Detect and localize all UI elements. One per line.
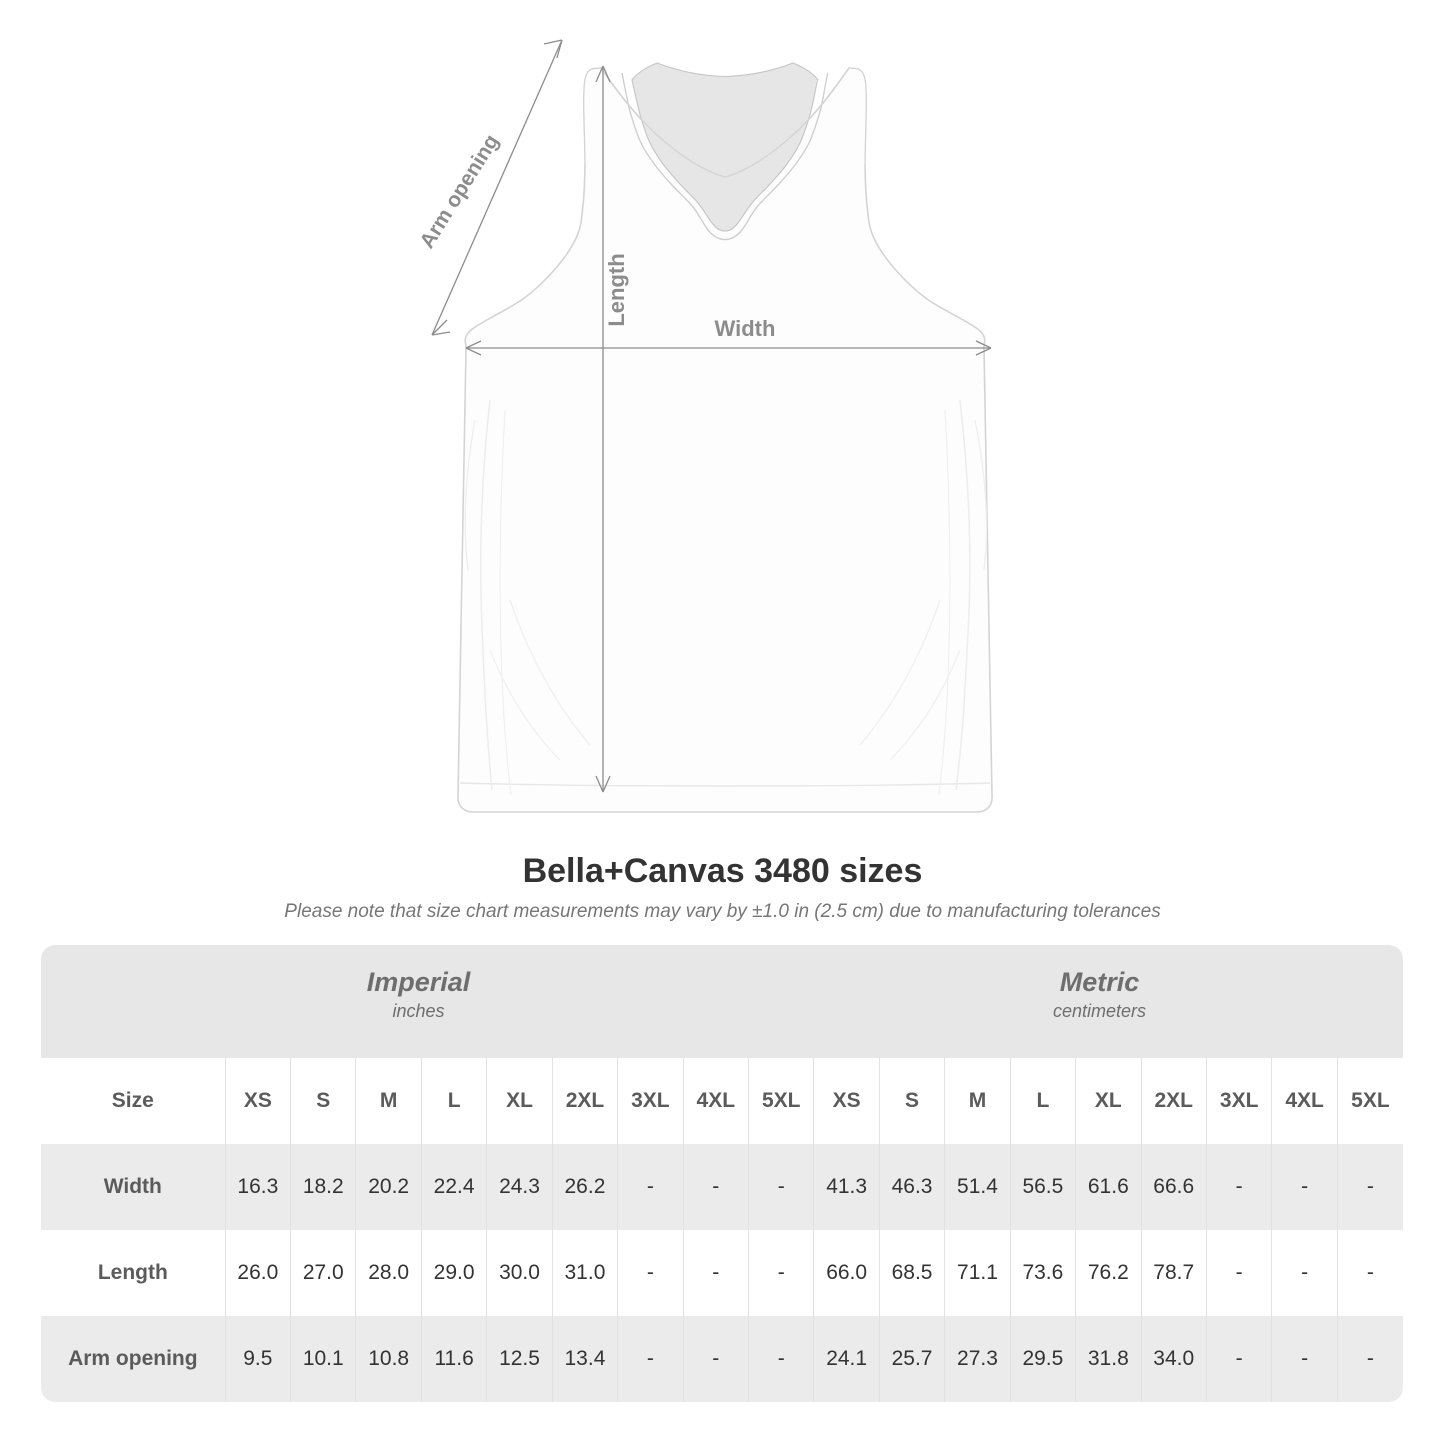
- svg-text:Length: Length: [604, 253, 629, 326]
- svg-text:Arm opening: Arm opening: [415, 131, 503, 253]
- svg-text:Width: Width: [715, 316, 776, 341]
